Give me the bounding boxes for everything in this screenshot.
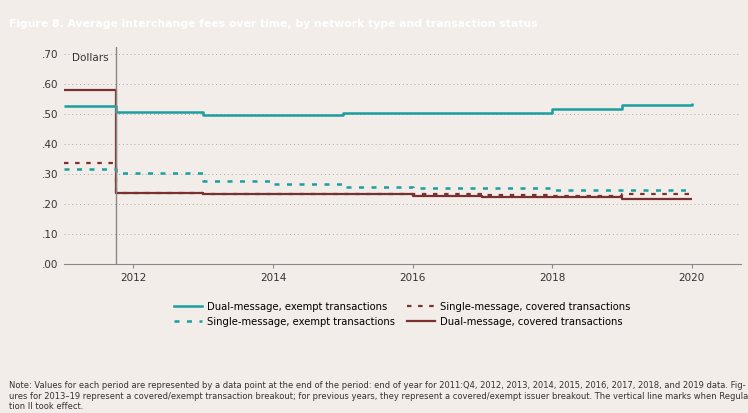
Text: Note: Values for each period are represented by a data point at the end of the p: Note: Values for each period are represe… bbox=[9, 381, 748, 411]
Text: Figure 8. Average interchange fees over time, by network type and transaction st: Figure 8. Average interchange fees over … bbox=[9, 19, 538, 29]
Text: Dollars: Dollars bbox=[72, 53, 108, 63]
Legend: Dual-message, exempt transactions, Single-message, exempt transactions, Single-m: Dual-message, exempt transactions, Singl… bbox=[170, 297, 634, 330]
